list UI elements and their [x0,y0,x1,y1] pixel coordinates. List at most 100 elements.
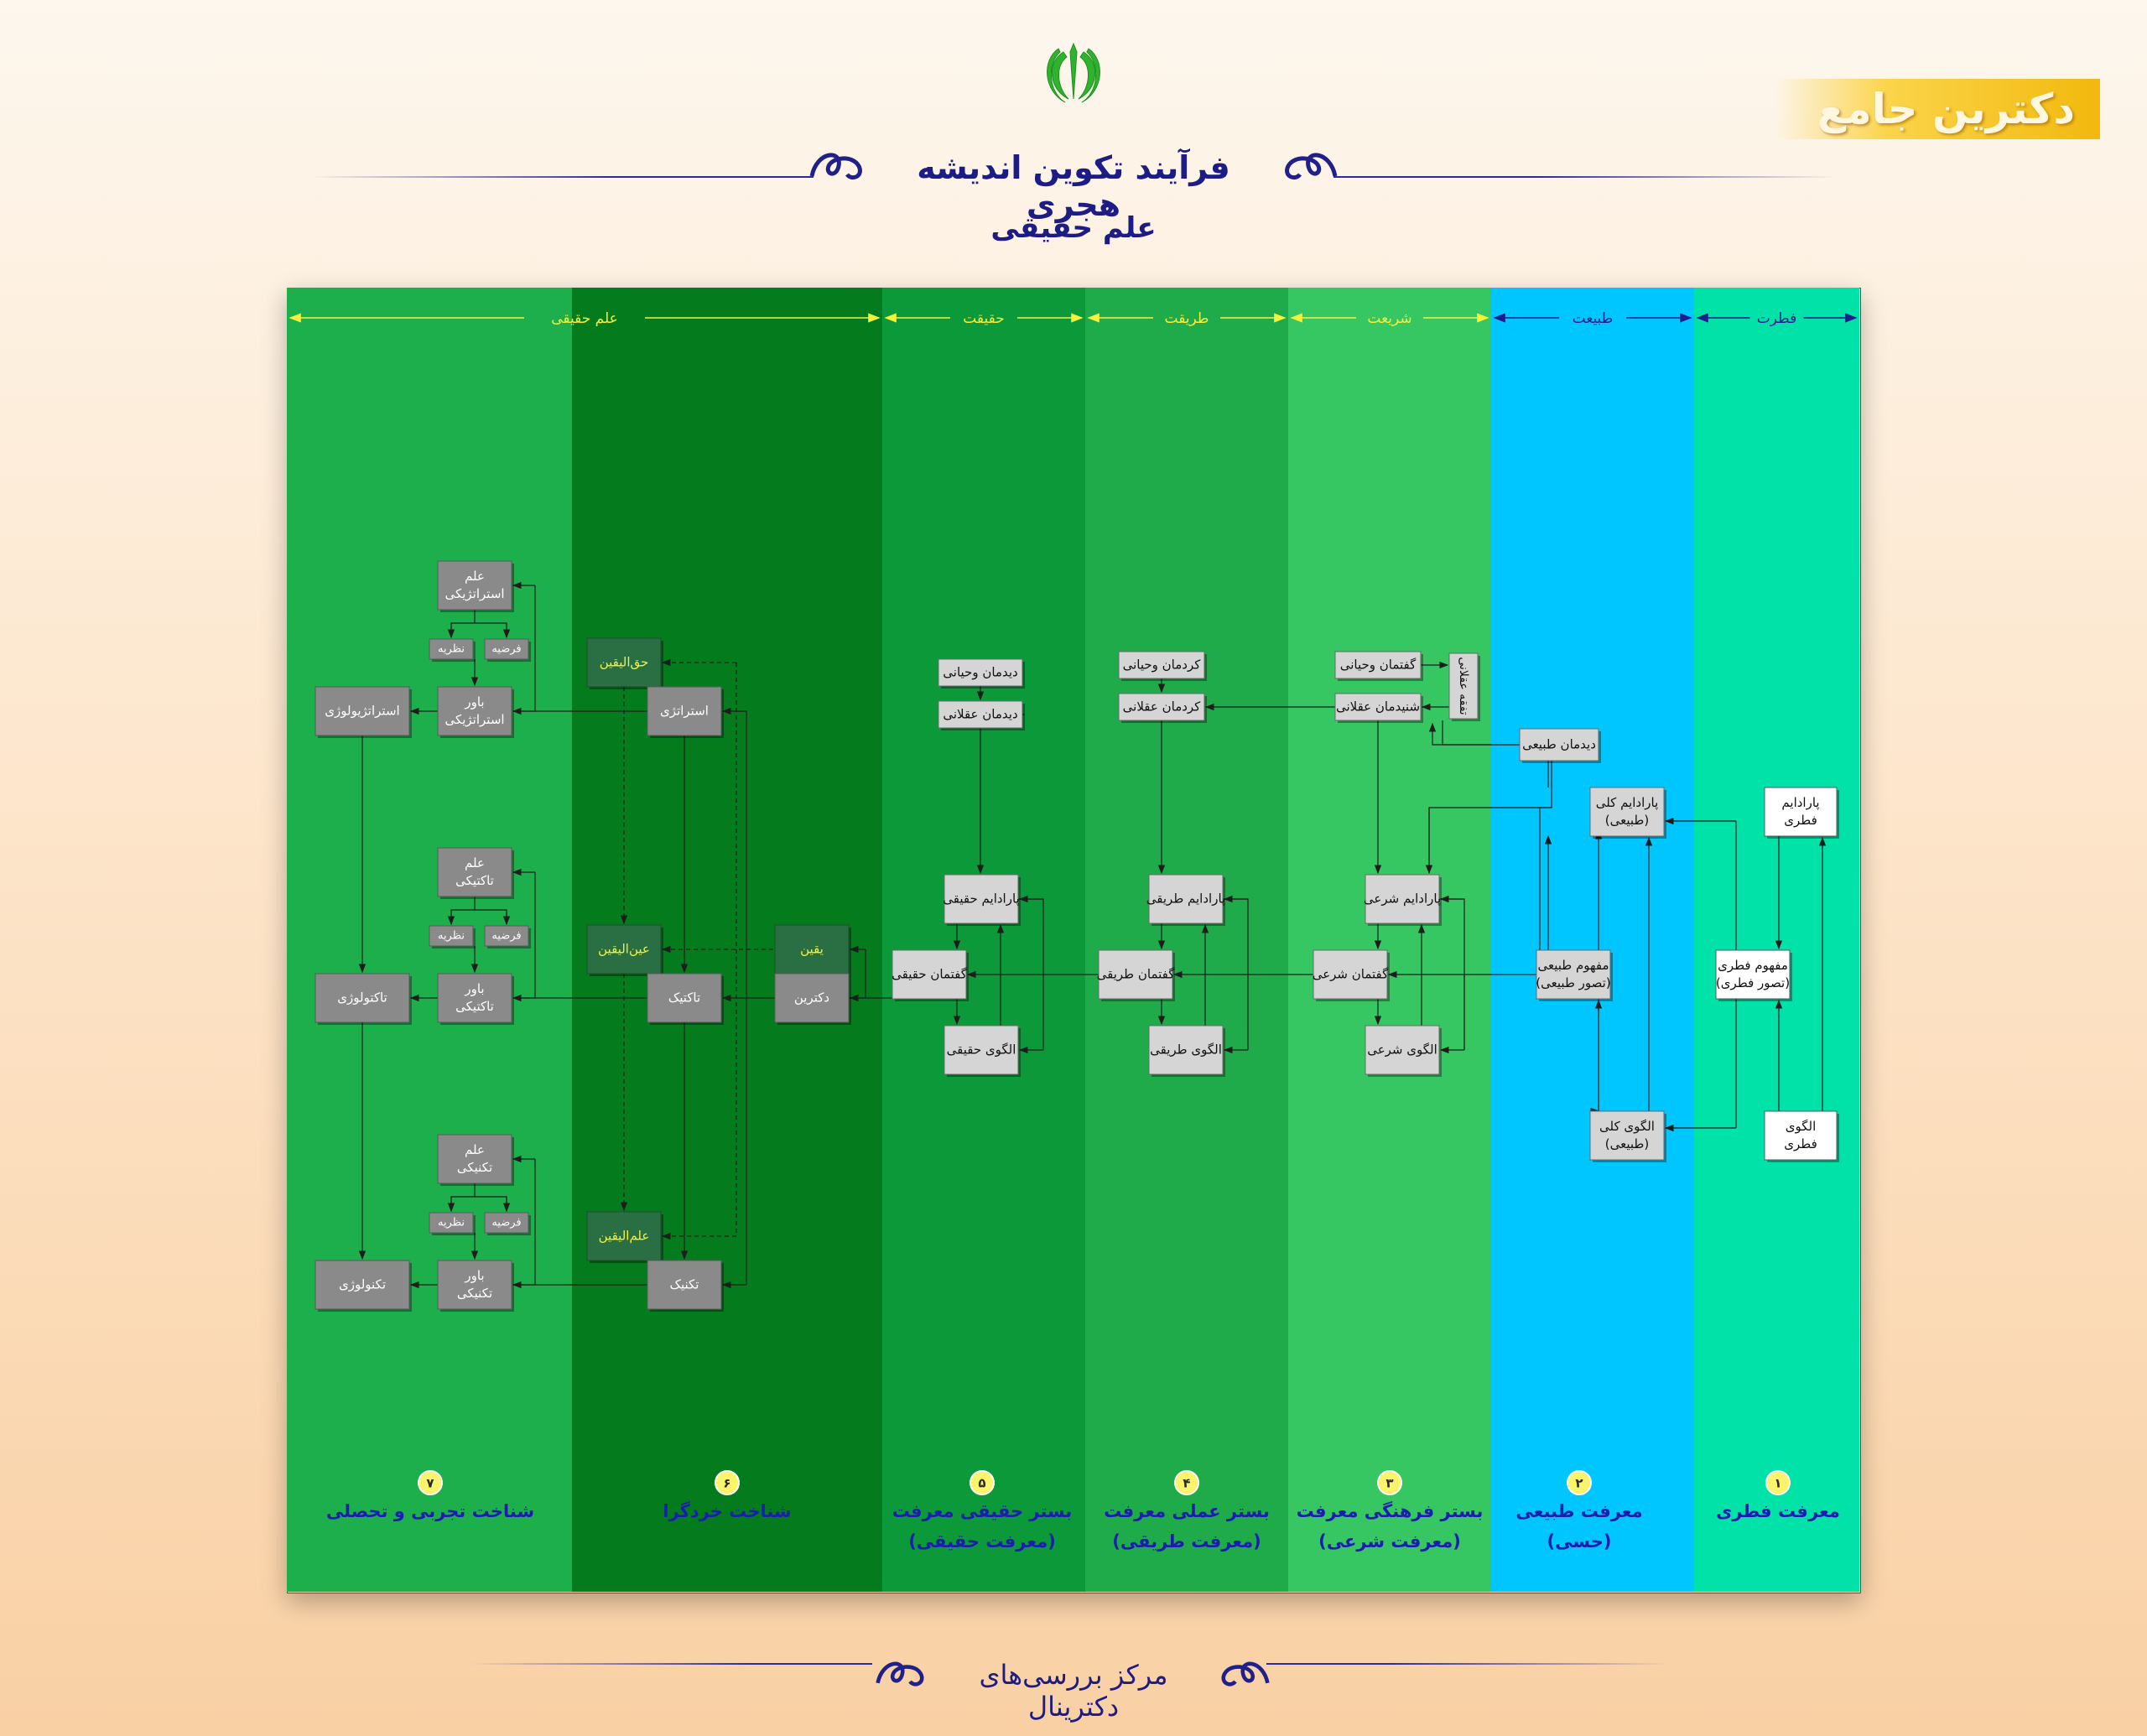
box-label: تاکتیکی [455,999,494,1014]
column-title: بستر حقیقی معرفت [892,1501,1073,1521]
box-body [437,1260,512,1310]
box-label: تاکتیکی [455,873,494,888]
box-goftman-haghighi: گفتمان حقیقی [892,949,969,1001]
box-label: باور [464,694,484,709]
box-body [315,1260,410,1310]
column-footer-1: ۱ معرفت فطری [1716,1470,1840,1521]
box-body [586,637,662,688]
box-label: (تصور فطری) [1716,975,1790,990]
box-body [429,1212,474,1234]
iran-emblem-icon [1047,42,1100,103]
box-elm-technical: علم تکنیکی [437,1134,514,1186]
box-label: پارادایم طریقی [1146,891,1225,907]
box-goftman-tarighi: گفتمان طریقی [1097,949,1176,1001]
column-title: (معرفت شرعی) [1318,1531,1461,1551]
box-body [647,1260,722,1310]
box-label: باور [464,1268,484,1283]
box-body [586,924,662,975]
box-doctrine: دکترین [774,973,851,1025]
flow-line [513,585,536,712]
box-bavar-strategic: باور استراتژیکی [437,686,514,738]
box-body [647,973,722,1023]
box-label: تکنیکی [457,1160,492,1175]
box-body [429,925,474,947]
flow-line [513,1159,536,1286]
box-label: استراتژی [660,704,709,719]
flow-arrow [1428,722,1520,746]
box-label: نظریه [438,643,465,656]
box-strategiology: استراتژیولوژی [315,686,412,738]
column-number-badge [1174,1470,1199,1495]
box-body [1098,949,1173,1000]
box-body [1365,874,1440,924]
ornament-icon [1285,153,1338,180]
page-subtitle: علم حقیقی [990,211,1157,245]
ornament-icon [809,153,862,180]
box-paradigm-haghighi: پارادایم حقیقی [943,874,1021,926]
band-col-1 [1694,288,1859,1592]
span-header-elm: علم حقیقی [551,310,618,327]
box-olgu-tarighi: الگوی طریقی [1148,1025,1225,1077]
column-title: معرفت فطری [1716,1501,1840,1521]
box-body [437,1134,512,1184]
title-rule-left [310,176,814,178]
span-header-tarighat: طریقت [1165,310,1209,327]
column-footer-7: ۷ شناخت تجربی و تحصلی [326,1470,534,1521]
box-label: پارادایم کلی [1596,795,1659,811]
span-header-fetrat: فطرت [1757,310,1796,327]
box-label: گفتمان وحیانی [1340,657,1417,673]
box-label: تکنولوژی [339,1277,386,1292]
box-technology: تکنولوژی [315,1260,412,1312]
box-body [484,925,529,947]
box-label: استراتژیولوژی [325,704,399,719]
box-body [1334,693,1422,721]
box-body [938,658,1023,687]
box-body [484,638,529,660]
box-body [1334,651,1422,679]
box-label: گفتمان طریقی [1097,967,1176,982]
box-body [774,973,850,1023]
box-body [1148,1025,1224,1075]
box-label: فرضیه [491,643,521,656]
box-body [1715,949,1791,1000]
box-paradigm-fetri: پارادایم فطری [1764,787,1839,839]
box-label: پارادایم حقیقی [943,891,1019,907]
box-label: کردمان عقلانی [1123,699,1202,715]
box-olgu-kolli: الگوی کلی (طبیعی) [1589,1110,1666,1162]
box-kardman-vahyani: کردمان وحیانی [1118,651,1207,681]
footer-rule-right [1266,1663,1669,1665]
column-footer-2: ۲ معرفت طبیعی (حسی) [1515,1470,1643,1551]
box-body [1764,1110,1838,1161]
box-label: پارادایم شرعی [1364,891,1441,907]
box-label: فرضیه [491,1217,521,1229]
box-label: کردمان وحیانی [1123,657,1202,673]
column-number-badge [715,1470,740,1495]
column-number: ۷ [426,1476,434,1491]
box-label: تکنیکی [457,1286,492,1301]
box-label: گفتمان حقیقی [892,967,968,982]
box-bavar-tactical: باور تاکتیکی [437,973,514,1025]
ornament-icon [876,1661,924,1687]
box-body [1589,1110,1665,1161]
box-label: الگوی طریقی [1150,1042,1222,1058]
brand-banner: دکترین جامع [1775,79,2100,139]
box-body [315,686,410,736]
box-bavar-technical: باور تکنیکی [437,1260,514,1312]
box-body [429,638,474,660]
box-mafhum-tabii: مفهوم طبیعی (تصور طبیعی) [1536,949,1613,1001]
box-goftman-sharii: گفتمان شرعی [1313,949,1390,1001]
column-title: معرفت طبیعی [1515,1501,1642,1521]
box-body [944,1025,1019,1075]
box-label: علم [465,1142,485,1157]
column-number: ۶ [723,1476,730,1491]
box-label: تکنیک [670,1277,699,1292]
box-body [938,700,1023,729]
box-label: پارادایم [1781,795,1819,811]
box-label: فطری [1784,813,1817,828]
brand-label: دکترین جامع [1817,85,2075,133]
box-label: یقین [800,942,824,957]
box-tactic: تاکتیک [647,973,724,1025]
box-didman-tabii: دیدمان طبیعی [1519,728,1601,763]
box-label: دکترین [794,990,829,1006]
box-body [437,686,512,736]
